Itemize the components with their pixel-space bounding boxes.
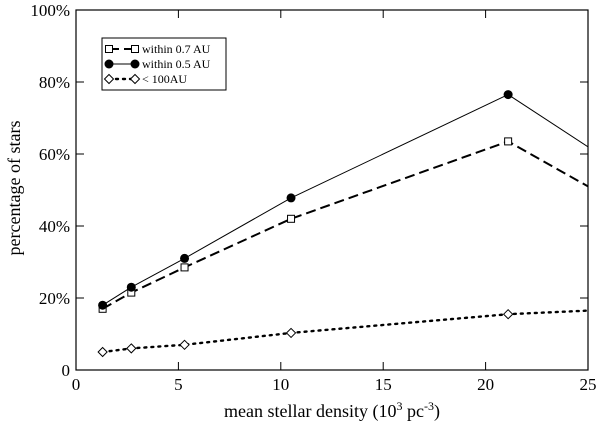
x-tick-label-25: 25 — [580, 375, 597, 394]
x-tick-label-15: 15 — [375, 375, 392, 394]
point-square-4 — [504, 137, 513, 146]
legend-label-square: within 0.7 AU — [142, 42, 211, 56]
x-tick-label-20: 20 — [477, 375, 494, 394]
legend-marker-right-square — [131, 45, 139, 53]
x-tick-label-5: 5 — [174, 375, 183, 394]
point-square-3 — [287, 214, 296, 223]
plot-frame — [75, 9, 589, 371]
series-circle — [98, 90, 588, 310]
point-diamond-2 — [179, 339, 190, 351]
legend-marker-right-circle — [130, 59, 140, 69]
legend-marker-left-diamond — [103, 73, 115, 85]
plot-area: 0 5 10 15 20 25 0 20% 40% 60% 80% 100% within 0.7 AU… — [30, 1, 596, 394]
point-circle-1 — [126, 282, 136, 292]
legend-marker-left-square — [105, 45, 113, 53]
x-tick-label-10: 10 — [272, 375, 289, 394]
y-tick-label-40: 40% — [39, 217, 70, 236]
point-circle-2 — [180, 253, 190, 263]
legend-label-diamond: < 100AU — [142, 72, 187, 86]
series-line-circle — [102, 94, 588, 306]
y-tick-label-80: 80% — [39, 73, 70, 92]
point-circle-0 — [98, 300, 108, 310]
x-axis-label: mean stellar density (103 pc-3) — [224, 399, 440, 422]
series-square — [98, 137, 588, 313]
y-tick-label-20: 20% — [39, 289, 70, 308]
series-diamond — [97, 308, 588, 358]
y-tick-label-60: 60% — [39, 145, 70, 164]
series-line-diamond — [101, 309, 588, 354]
point-diamond-0 — [97, 346, 108, 358]
point-circle-3 — [286, 193, 296, 203]
y-axis-label: percentage of stars — [4, 121, 24, 256]
point-circle-4 — [503, 90, 513, 100]
x-tick-label-0: 0 — [72, 375, 81, 394]
legend-label-circle: within 0.5 AU — [142, 57, 211, 71]
series-line-square — [102, 140, 588, 310]
legend-marker-left-circle — [104, 59, 114, 69]
y-tick-label-100: 100% — [30, 1, 70, 20]
point-diamond-4 — [502, 308, 514, 320]
point-diamond-3 — [285, 327, 297, 339]
point-diamond-1 — [126, 343, 137, 354]
y-tick-label-0: 0 — [62, 361, 71, 380]
point-square-2 — [180, 263, 189, 272]
legend-marker-right-diamond — [129, 73, 141, 85]
